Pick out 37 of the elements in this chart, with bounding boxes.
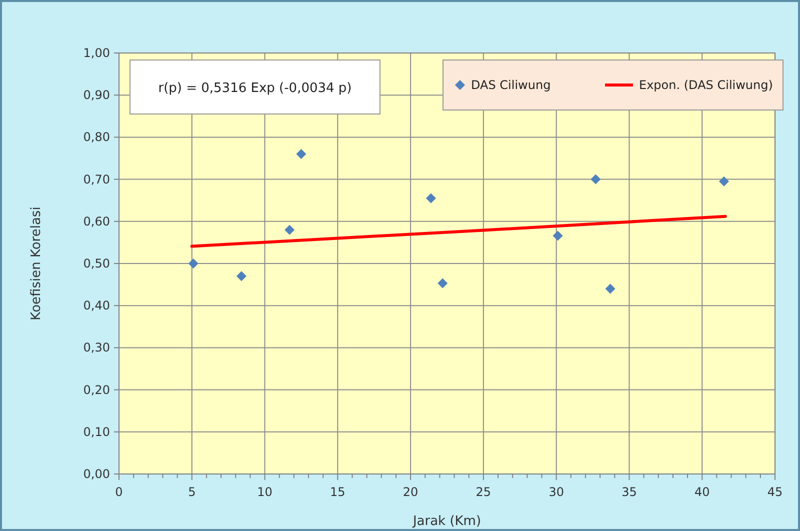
y-tick-label: 1,00 [83, 46, 110, 60]
x-axis-title: Jarak (Km) [412, 514, 482, 529]
x-tick-label: 35 [622, 485, 637, 499]
y-tick-label: 0,30 [83, 340, 110, 355]
y-tick-label: 0,10 [83, 424, 110, 439]
point [296, 149, 306, 160]
point [236, 271, 246, 282]
x-tick-label: 0 [115, 485, 123, 499]
line-series [190, 214, 727, 248]
point [590, 174, 601, 184]
point [188, 258, 198, 268]
y-tick-label: 0,20 [83, 382, 110, 397]
point [552, 230, 563, 241]
y-tick-label: 0,90 [83, 88, 110, 102]
point [438, 278, 448, 288]
x-tick-label: 5 [188, 485, 196, 499]
point [426, 193, 436, 204]
x-tick-label: 15 [330, 485, 346, 499]
y-tick-label: 0,40 [83, 298, 110, 313]
x-tick-label: 20 [402, 485, 418, 499]
y-tick-label: 0,50 [83, 256, 110, 270]
legend-label: Expon. (DAS Ciliwung) [639, 78, 773, 92]
y-tick-label: 0,00 [83, 467, 110, 481]
point [284, 224, 295, 235]
y-tick-label: 0,70 [83, 172, 110, 186]
y-axis-title: Koefisien Korelasi [29, 206, 44, 320]
point [718, 176, 729, 186]
legend-label: DAS Ciliwung [471, 78, 551, 92]
y-tick-label: 0,80 [83, 130, 110, 144]
x-tick-label: 10 [257, 485, 272, 499]
x-tick-label: 25 [476, 485, 492, 499]
annotation: r(p) = 0,5316 Exp (-0,0034 p) [158, 81, 352, 96]
y-tick-label: 0,60 [83, 214, 110, 228]
x-tick-label: 30 [548, 485, 564, 499]
x-tick-label: 40 [694, 485, 710, 499]
point [605, 284, 616, 294]
x-tick-label: 45 [767, 485, 783, 499]
